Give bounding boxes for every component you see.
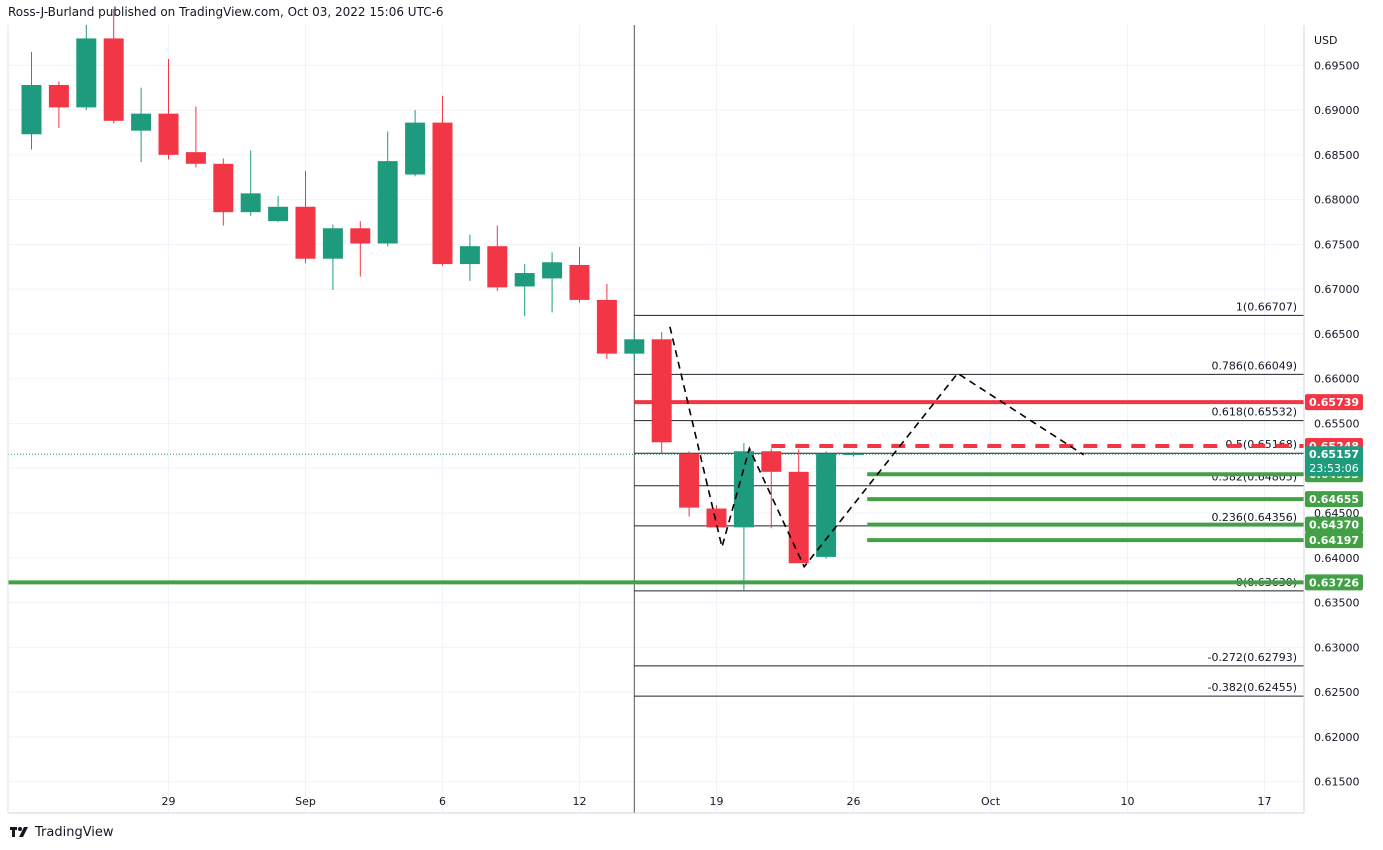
candle-body xyxy=(761,451,782,472)
candle-body xyxy=(21,84,42,135)
x-tick-label: 12 xyxy=(573,795,587,808)
y-tick-label: 0.68000 xyxy=(1314,194,1360,207)
x-tick-label: 19 xyxy=(710,795,724,808)
candle-body xyxy=(788,471,809,564)
candle-body xyxy=(542,262,563,279)
candle-body xyxy=(240,193,261,213)
price-tag-text: 0.64197 xyxy=(1309,534,1359,547)
y-tick-label: 0.61500 xyxy=(1314,776,1360,789)
candle-body xyxy=(185,152,206,164)
candle-body xyxy=(350,228,371,244)
price-tag-bg xyxy=(1305,491,1363,508)
candle-body xyxy=(569,264,590,300)
x-tick-label: Oct xyxy=(981,795,1001,808)
y-tick-label: 0.62000 xyxy=(1314,731,1360,744)
candle-body xyxy=(377,161,398,244)
tradingview-logo[interactable]: TradingView xyxy=(10,823,114,841)
candle-body xyxy=(514,273,535,287)
y-tick-label: 0.69000 xyxy=(1314,104,1360,117)
price-tag: 0.64655 xyxy=(1305,491,1363,508)
x-tick-label: 26 xyxy=(847,795,861,808)
candle-body xyxy=(131,113,152,131)
candle-body xyxy=(487,246,508,288)
candle-body xyxy=(213,163,234,213)
price-tag-text: 0.65739 xyxy=(1309,396,1359,409)
fib-level-label: 0.618(0.65532) xyxy=(1211,406,1297,419)
publisher-header: Ross-J-Burland published on TradingView.… xyxy=(8,5,444,19)
y-tick-label: 0.62500 xyxy=(1314,686,1360,699)
y-tick-label: 0.69500 xyxy=(1314,59,1360,72)
candle-body xyxy=(48,84,69,108)
candle-body xyxy=(158,113,179,155)
candle-body xyxy=(624,339,645,354)
price-axis[interactable]: USD 0.69500 0.69000 0.68500 0.68000 0.67500 0… xyxy=(1314,34,1360,789)
price-chart[interactable]: 1(0.66707) 0.786(0.66049) 0.618(0.65532) 0.… xyxy=(0,0,1383,820)
y-tick-label: 0.64000 xyxy=(1314,552,1360,565)
time-axis[interactable]: 29Sep6121926Oct101724 xyxy=(162,795,1383,808)
countdown-text: 23:53:06 xyxy=(1309,462,1358,475)
price-tags: 0.657390.652480.649330.646550.643700.641… xyxy=(1305,394,1363,591)
price-tag: 0.64197 xyxy=(1305,532,1363,549)
candle-body xyxy=(596,299,617,354)
price-tag: 0.64370 xyxy=(1305,516,1363,533)
candle-body xyxy=(432,122,453,265)
current-price-tag-text: 0.65157 xyxy=(1309,448,1359,461)
x-tick-label: 10 xyxy=(1121,795,1135,808)
fib-level-label: 1(0.66707) xyxy=(1236,300,1297,313)
x-tick-label: 17 xyxy=(1258,795,1272,808)
fib-level-label: -0.272(0.62793) xyxy=(1207,651,1297,664)
tradingview-logo-icon xyxy=(10,827,28,837)
price-tag-bg xyxy=(1305,394,1363,411)
candle-body xyxy=(706,508,727,528)
tradingview-logo-text: TradingView xyxy=(35,824,114,840)
x-tick-label: 29 xyxy=(162,795,176,808)
price-tag-text: 0.64370 xyxy=(1309,519,1359,532)
x-tick-label: Sep xyxy=(295,795,316,808)
candle-body xyxy=(816,453,837,557)
candle-body xyxy=(295,206,316,259)
candle-body xyxy=(651,339,672,443)
fib-level-label: 0.236(0.64356) xyxy=(1211,511,1297,524)
price-tag-text: 0.63726 xyxy=(1309,576,1359,589)
y-tick-label: 0.65500 xyxy=(1314,417,1360,430)
price-tag: 0.65739 xyxy=(1305,394,1363,411)
horizontal-levels xyxy=(8,400,1304,585)
x-tick-label: 6 xyxy=(439,795,446,808)
candle-body xyxy=(405,122,426,175)
y-tick-label: 0.66000 xyxy=(1314,373,1360,386)
y-tick-label: 0.63500 xyxy=(1314,597,1360,610)
candle-body xyxy=(733,451,754,528)
y-tick-label: 0.67000 xyxy=(1314,283,1360,296)
current-price-tag-bg xyxy=(1305,446,1363,477)
fib-level-label: -0.382(0.62455) xyxy=(1207,681,1297,694)
fib-level-label: 0.786(0.66049) xyxy=(1211,359,1297,372)
price-tag: 0.63726 xyxy=(1305,574,1363,591)
y-tick-label: 0.63000 xyxy=(1314,641,1360,654)
candle-body xyxy=(322,228,343,259)
y-tick-label: 0.67500 xyxy=(1314,238,1360,251)
candle-body xyxy=(103,38,124,121)
y-tick-label: 0.66500 xyxy=(1314,328,1360,341)
candle-body xyxy=(76,38,97,108)
price-tag-bg xyxy=(1305,574,1363,591)
price-tag-bg xyxy=(1305,516,1363,533)
candlestick-series xyxy=(21,8,864,591)
candle-body xyxy=(843,453,864,455)
candle-body xyxy=(459,246,480,265)
candle-body xyxy=(679,453,700,508)
price-tag-text: 0.64655 xyxy=(1309,493,1359,506)
currency-label: USD xyxy=(1314,34,1338,47)
y-tick-label: 0.68500 xyxy=(1314,149,1360,162)
price-tag-bg xyxy=(1305,532,1363,549)
candle-body xyxy=(268,206,289,222)
grid-lines xyxy=(8,25,1304,813)
